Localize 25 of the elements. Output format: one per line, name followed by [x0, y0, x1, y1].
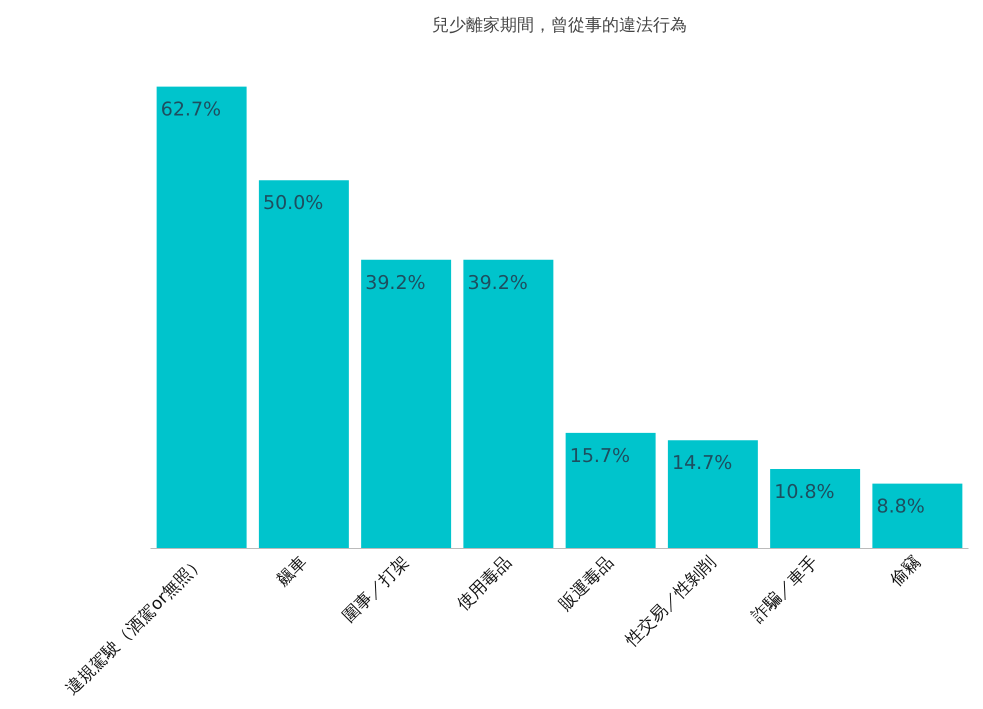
x-tick-label: 販運毒品: [555, 552, 618, 615]
data-label: 10.8%: [774, 480, 835, 503]
bar: [258, 180, 349, 548]
x-tick-label: 使用毒品: [453, 552, 516, 615]
x-tick-label: 偷竊: [886, 552, 924, 591]
data-label: 39.2%: [467, 272, 528, 294]
bar: [463, 260, 554, 548]
x-tick-label: 詐騙／車手: [748, 552, 822, 627]
x-tick-label: 違規駕駛（酒駕or無照）: [62, 552, 209, 700]
bar: [668, 440, 758, 548]
bar: [770, 468, 860, 548]
x-tick-label: 圍事／打架: [338, 552, 414, 627]
data-label: 14.7%: [672, 452, 732, 474]
x-tick-label: 性交易／性剝削: [620, 552, 720, 652]
bar: [566, 432, 656, 548]
data-label: 15.7%: [570, 444, 630, 467]
data-label: 8.8%: [876, 496, 925, 518]
bar: [156, 86, 247, 548]
data-label: 62.7%: [160, 98, 222, 121]
bar: [872, 484, 962, 548]
x-tick-label: 飆車: [272, 552, 311, 591]
data-label: 39.2%: [365, 272, 426, 294]
data-label: 50.0%: [262, 192, 324, 214]
bar: [361, 260, 452, 548]
chart-title: 兒少離家期間，曾從事的違法行為: [432, 16, 687, 36]
